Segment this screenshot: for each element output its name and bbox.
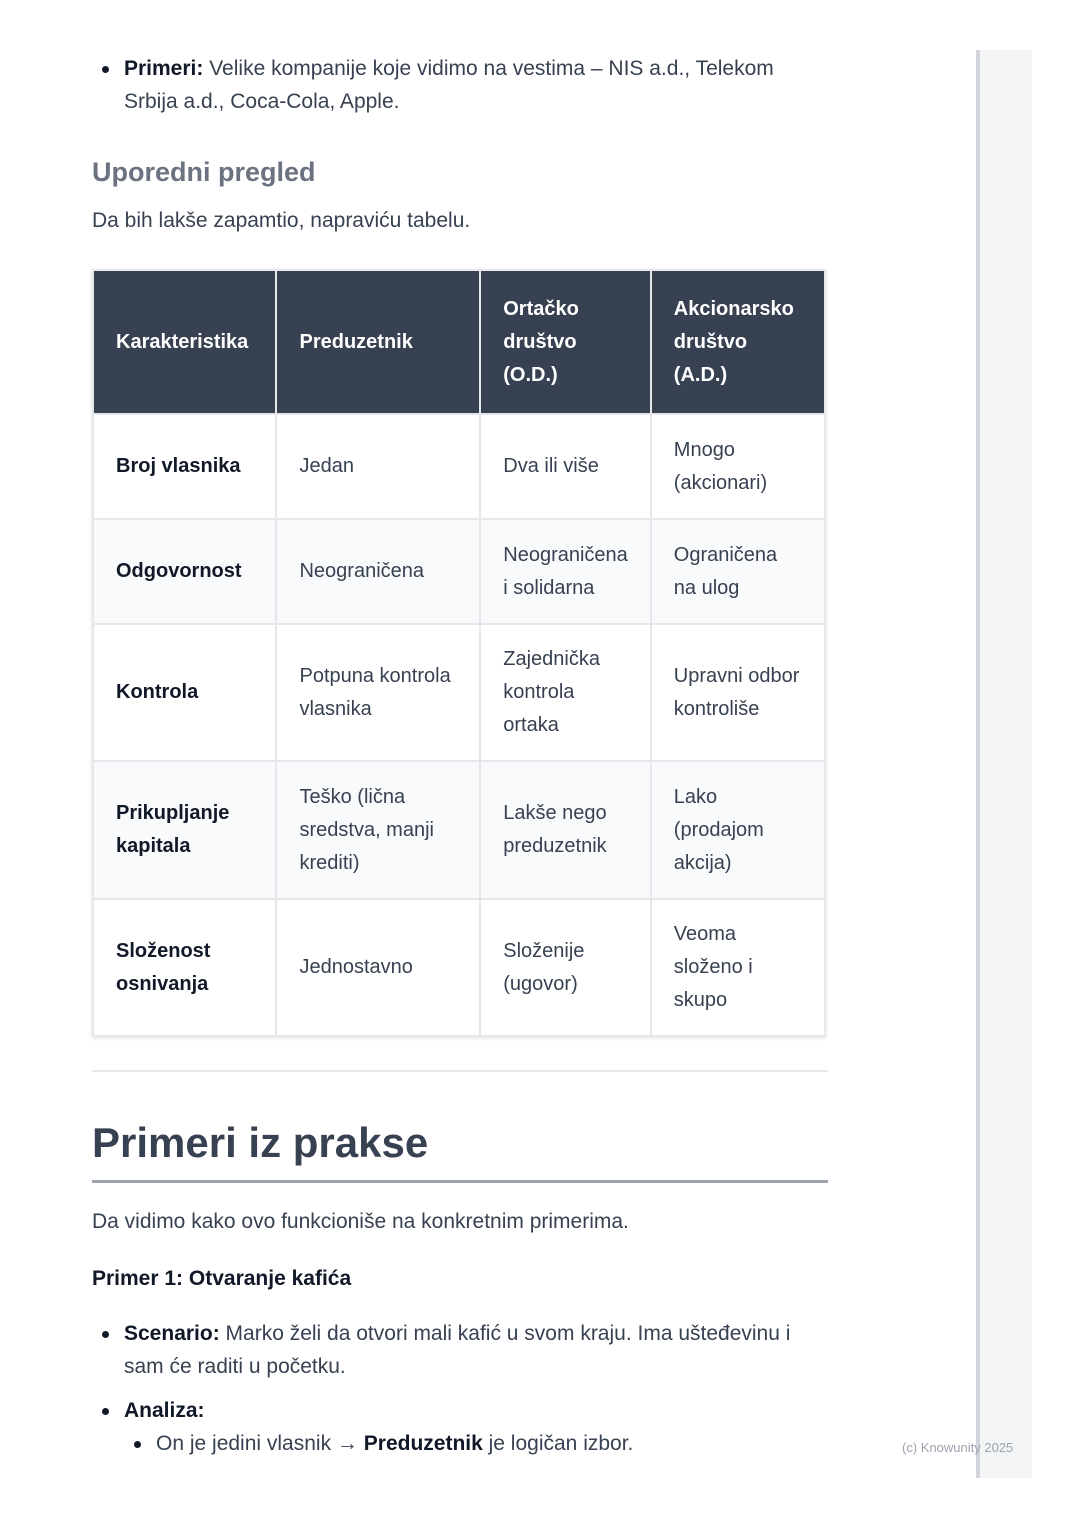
list-item: Primeri: Velike kompanije koje vidimo na… [92, 52, 828, 118]
text: je logičan izbor. [482, 1432, 634, 1455]
table-row: Složenost osnivanja Jednostavno Složenije … [91, 898, 827, 1037]
table-cell: Jednostavno [275, 898, 482, 1037]
table-row: Broj vlasnika Jedan Dva ili više Mnogo (akc… [91, 413, 827, 520]
bullet-label: Primeri: [124, 57, 204, 80]
table-cell: Neograničena i solidarna [479, 518, 652, 625]
bold-text: Preduzetnik [363, 1432, 483, 1455]
column-header: Preduzetnik [275, 269, 482, 415]
side-panel [976, 50, 1032, 1478]
table-row: Odgovornost Neograničena Neograničena i so… [91, 518, 827, 625]
text: On je jedini vlasnik → [156, 1432, 364, 1455]
table-row: Prikupljanje kapitala Teško (lična sredst… [91, 760, 827, 900]
heading-text: Da vidimo kako ovo funkcioniše na konkre… [92, 1210, 629, 1233]
list-item: Scenario: Marko želi da otvori mali kafi… [92, 1317, 828, 1383]
table-cell: Složenost osnivanja [91, 898, 278, 1037]
column-header: Ortačko društvo (O.D.) [479, 269, 652, 415]
table-cell: Odgovornost [91, 518, 278, 625]
table-cell: Lakše nego preduzetnik [479, 760, 652, 900]
table-cell: Teško (lična sredstva, manji krediti) [275, 760, 482, 900]
table-cell: Veoma složeno i skupo [649, 898, 827, 1037]
table-cell: Upravni odbor kontroliše [649, 623, 827, 762]
table-cell: Mnogo (akcionari) [649, 413, 827, 520]
table-cell: Dva ili više [479, 413, 652, 520]
table-cell: Potpuna kontrola vlasnika [275, 623, 482, 762]
bullet-label: Scenario: [124, 1322, 220, 1345]
table-cell: Složenije (ugovor) [479, 898, 652, 1037]
table-cell: Prikupljanje kapitala [91, 760, 278, 900]
heading: Primeri iz prakse [92, 1118, 828, 1183]
table-cell: Lako (prodajom akcija) [649, 760, 827, 900]
example-title: Primer 1: Otvaranje kafića [92, 1267, 352, 1290]
table-cell: Zajednička kontrola ortaka [479, 623, 652, 762]
section-text: Da bih lakše zapamtio, napraviću tabelu. [92, 209, 471, 232]
section-title: Uporedni pregled [92, 157, 316, 187]
bullet-text: Marko želi da otvori mali kafić u svom k… [124, 1322, 791, 1378]
document-content: Primeri: Velike kompanije koje vidimo na… [91, 52, 828, 1460]
table-cell: Jedan [275, 413, 482, 520]
table-cell: Broj vlasnika [91, 413, 278, 520]
sub-list-item: On je jedini vlasnik → Preduzetnik je lo… [124, 1427, 828, 1460]
table-cell: Kontrola [91, 623, 278, 762]
column-header: Karakteristika [91, 269, 278, 415]
comparison-table: Karakteristika Preduzetnik Ortačko društvo… [91, 269, 827, 1037]
table-cell: Neograničena [275, 518, 482, 625]
column-header: Akcionarsko društvo (A.D.) [649, 269, 827, 415]
table-cell: Ograničena na ulog [649, 518, 827, 625]
table-row: Kontrola Potpuna kontrola vlasnika Zajedni… [91, 623, 827, 762]
bullet-text: Velike kompanije koje vidimo na vestima … [124, 57, 774, 113]
divider [92, 1070, 828, 1072]
copyright: (c) Knowunity 2025 [902, 1440, 1014, 1455]
bullet-label: Analiza: [124, 1399, 205, 1422]
list-item: Analiza: [92, 1394, 828, 1427]
